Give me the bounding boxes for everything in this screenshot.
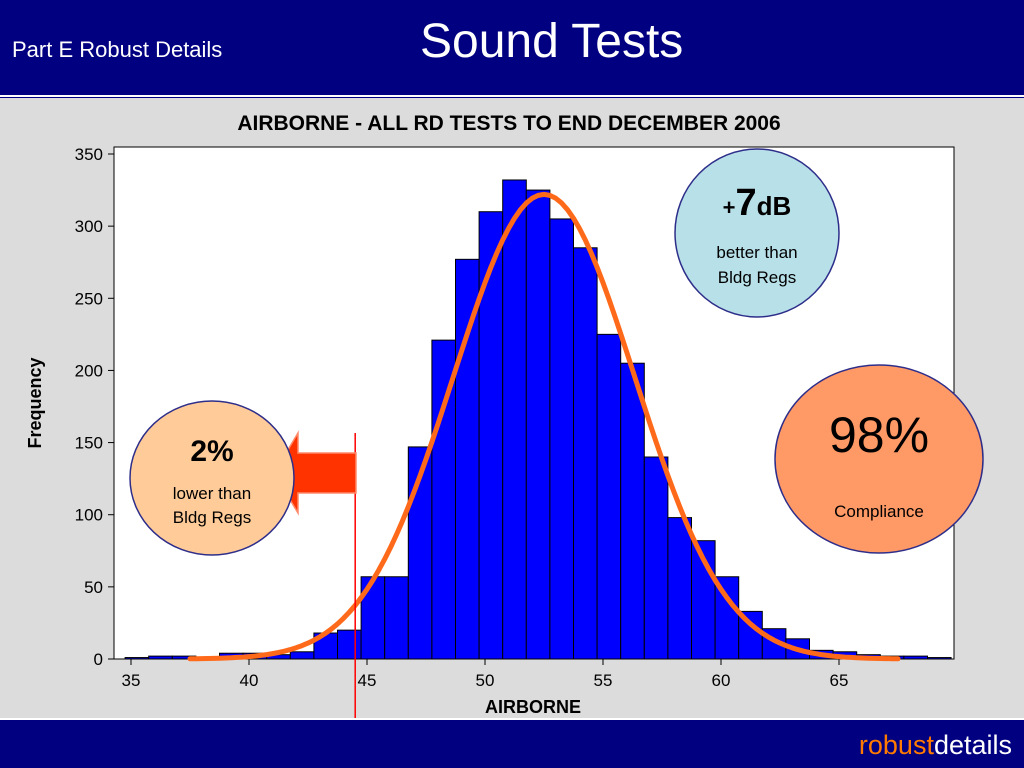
histogram-bar — [549, 218, 575, 660]
histogram-bar — [525, 189, 551, 660]
footer-bar: robustdetails — [0, 718, 1024, 768]
histogram-bar — [478, 211, 504, 660]
section-subtitle: Part E Robust Details — [12, 37, 223, 62]
chart-title: AIRBORNE - ALL RD TESTS TO END DECEMBER … — [237, 112, 780, 135]
y-tick-label: 300 — [75, 217, 103, 236]
histogram-bar — [903, 655, 929, 660]
histogram-bar — [502, 179, 527, 660]
y-axis: 0 50 100 150 200 250 300 350 — [75, 145, 114, 669]
x-tick-label: 45 — [358, 671, 377, 690]
header-divider — [0, 95, 1024, 97]
histogram-bar — [643, 456, 669, 660]
histogram-bar — [124, 657, 150, 660]
improvement-prefix: + — [723, 195, 736, 220]
x-tick-label: 35 — [122, 671, 141, 690]
x-tick-label: 55 — [594, 671, 613, 690]
y-tick-label: 100 — [75, 506, 103, 525]
compliance-value: 98% — [829, 407, 929, 463]
histogram-bar — [573, 247, 598, 660]
chart-panel: AIRBORNE - ALL RD TESTS TO END DECEMBER … — [0, 98, 1024, 718]
improvement-number: 7 — [736, 182, 757, 224]
y-tick-label: 350 — [75, 145, 103, 164]
y-tick-label: 0 — [94, 650, 103, 669]
histogram-bar — [289, 651, 315, 660]
brand-logo: robustdetails — [859, 730, 1012, 761]
improvement-value: +7dB — [723, 182, 792, 224]
x-axis: 35 40 45 50 55 60 65 — [122, 659, 849, 690]
x-tick-label: 40 — [240, 671, 259, 690]
y-tick-label: 250 — [75, 289, 103, 308]
x-tick-label: 60 — [712, 671, 731, 690]
failure-bubble — [129, 400, 295, 556]
header-divider-dark — [0, 97, 1024, 98]
improvement-bubble — [674, 148, 840, 318]
histogram-bar — [455, 258, 480, 660]
histogram-bar — [148, 655, 173, 660]
x-tick-label: 65 — [830, 671, 849, 690]
failure-line1: lower than — [173, 484, 251, 503]
histogram-bar — [596, 333, 622, 660]
improvement-line2: Bldg Regs — [718, 268, 796, 287]
histogram-bar — [927, 657, 952, 660]
x-tick-label: 50 — [476, 671, 495, 690]
histogram-bar — [620, 362, 645, 660]
failure-value: 2% — [190, 435, 233, 468]
compliance-label: Compliance — [834, 502, 924, 521]
histogram-bar — [384, 576, 409, 660]
y-tick-label: 150 — [75, 434, 103, 453]
histogram-bar — [667, 517, 693, 660]
header-bar: Part E Robust Details Sound Tests — [0, 0, 1024, 95]
improvement-unit: dB — [757, 191, 792, 221]
brand-part2: details — [933, 730, 1012, 760]
histogram-bar — [337, 629, 362, 660]
normal-fit-curve — [187, 191, 901, 662]
y-tick-label: 50 — [84, 578, 103, 597]
improvement-line1: better than — [716, 243, 797, 262]
x-axis-label: AIRBORNE — [485, 697, 581, 717]
compliance-bubble — [774, 364, 984, 554]
y-tick-label: 200 — [75, 361, 103, 380]
page-title: Sound Tests — [420, 15, 684, 68]
brand-part1: robust — [858, 730, 934, 760]
histogram-chart: AIRBORNE - ALL RD TESTS TO END DECEMBER … — [25, 112, 984, 718]
y-axis-label: Frequency — [25, 357, 45, 448]
failure-line2: Bldg Regs — [173, 508, 251, 527]
